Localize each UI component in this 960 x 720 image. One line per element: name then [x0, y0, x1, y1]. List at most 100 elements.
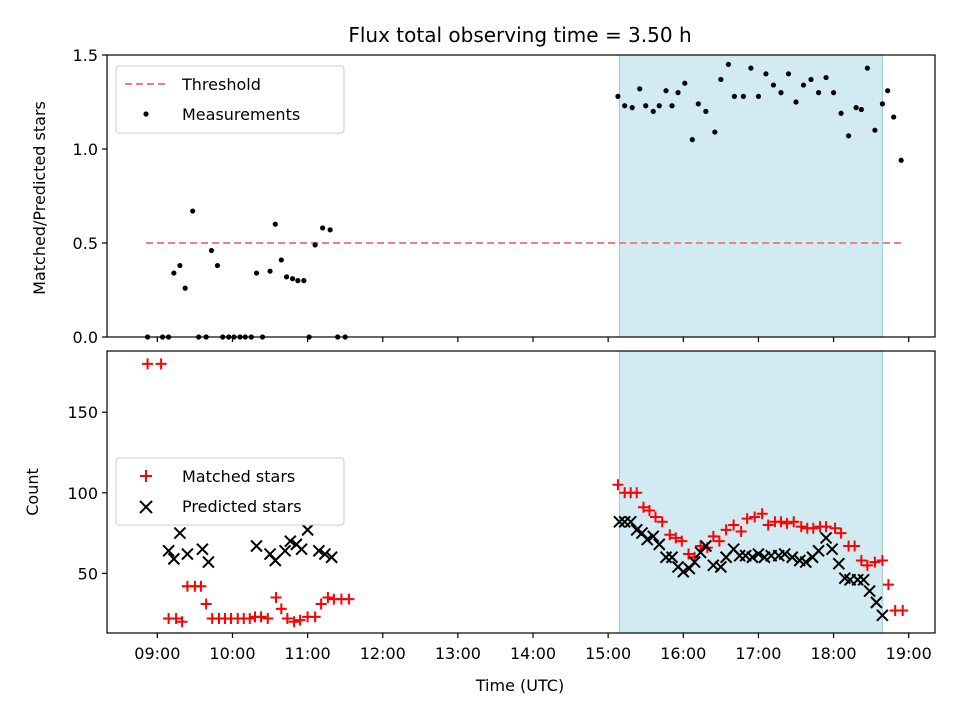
- predicted-star-point: [688, 555, 701, 569]
- matched-star-point: [741, 513, 753, 525]
- measurement-point: [838, 110, 844, 116]
- matched-star-point: [288, 616, 300, 628]
- predicted-star-point: [746, 551, 759, 564]
- bottom-axes-frame: [106, 350, 936, 634]
- predicted-star-point: [819, 531, 833, 545]
- measurement-point: [289, 276, 296, 282]
- matched-stars-points: [142, 358, 909, 628]
- y-tick-label: 1.0: [73, 140, 98, 159]
- matched-star-point: [676, 535, 688, 547]
- predicted-star-point: [162, 544, 175, 558]
- matched-star-point: [788, 516, 800, 528]
- top-legend-box: [115, 65, 345, 134]
- matched-star-point: [795, 521, 807, 533]
- top-axes-frame: [106, 54, 936, 338]
- x-axis-label: Time (UTC): [475, 676, 564, 695]
- predicted-star-point: [778, 547, 791, 561]
- predicted-star-point: [641, 533, 654, 546]
- x-tick-label: 17:00: [735, 644, 781, 663]
- predicted-star-point: [799, 555, 812, 569]
- x-tick-label: 14:00: [510, 644, 556, 663]
- x-tick-label: 13:00: [435, 644, 481, 663]
- measurement-point: [785, 71, 792, 77]
- matched-star-point: [735, 525, 747, 537]
- matched-star-point: [695, 540, 707, 552]
- measurements-legend-swatch: [143, 111, 149, 117]
- matched-star-point: [720, 524, 732, 536]
- matched-star-point: [807, 522, 819, 534]
- predicted-star-point: [832, 557, 846, 570]
- measurement-point: [682, 80, 688, 86]
- bottom-panel: 09:00 10:00 11:00 12:00 13:00 14:00 15:00 16:00…: [23, 350, 936, 695]
- measurement-point: [669, 103, 675, 109]
- matched-star-point: [281, 612, 293, 624]
- y-tick-label: 1.5: [73, 46, 98, 65]
- measurement-point: [879, 101, 886, 107]
- top-y-axis-label: Matched/Predicted stars: [30, 101, 49, 295]
- measurement-point: [823, 74, 829, 81]
- measurement-point: [815, 90, 822, 96]
- measurement-point: [748, 65, 754, 71]
- predicted-star-point: [647, 530, 660, 543]
- measurement-point: [703, 108, 709, 114]
- predicted-star-point: [876, 609, 889, 622]
- matched-star-point: [322, 592, 334, 604]
- measurement-point: [295, 278, 301, 284]
- predicted-star-point: [665, 551, 679, 564]
- measurement-point: [740, 93, 747, 99]
- predicted-stars-points: [162, 515, 889, 622]
- matched-star-point: [262, 612, 274, 624]
- predicted-star-point: [295, 542, 308, 556]
- predicted-star-point: [653, 538, 666, 551]
- measurement-point: [808, 76, 814, 83]
- measurement-point: [615, 93, 621, 99]
- measurement-point: [725, 61, 731, 67]
- y-tick-label: 50: [78, 564, 98, 583]
- measurement-point: [755, 93, 762, 99]
- predicted-star-point: [707, 559, 720, 572]
- predicted-star-point: [825, 542, 839, 556]
- matched-star-point: [882, 579, 894, 591]
- matched-star-point: [275, 603, 287, 615]
- predicted-star-point: [312, 544, 326, 558]
- measurement-point: [718, 76, 724, 83]
- predicted-star-point: [250, 539, 263, 553]
- matched-star-point: [612, 479, 624, 491]
- measurement-point: [845, 133, 852, 139]
- predicted-star-point: [677, 565, 690, 578]
- measurement-point: [327, 227, 333, 233]
- measurement-point: [283, 274, 290, 280]
- measurement-point: [731, 93, 737, 99]
- matched-star-point: [664, 529, 676, 541]
- matched-star-point: [309, 611, 321, 623]
- measurement-point: [190, 208, 196, 214]
- measurement-point: [695, 101, 701, 107]
- measurement-point: [301, 278, 307, 284]
- bottom-x-ticks: 09:00 10:00 11:00 12:00 13:00 14:00 15:00 16:00…: [134, 633, 932, 663]
- x-tick-label: 12:00: [360, 644, 406, 663]
- predicted-star-point: [812, 544, 825, 558]
- bottom-y-ticks: 50 100 150: [67, 403, 107, 583]
- predicted-star-point: [699, 539, 713, 553]
- measurement-point: [663, 88, 669, 94]
- measurement-point: [853, 105, 859, 111]
- predicted-star-point: [301, 523, 314, 537]
- measurement-point: [253, 270, 260, 276]
- matched-star-point: [713, 535, 725, 547]
- predicted-star-point: [613, 515, 626, 529]
- matched-star-point: [876, 554, 888, 566]
- measurement-point: [763, 71, 769, 77]
- matched-star-point: [649, 511, 661, 523]
- predicted-star-point: [624, 515, 637, 529]
- measurement-point: [800, 82, 807, 88]
- observing-span: [618, 54, 883, 338]
- measurement-point: [622, 103, 628, 109]
- matched-star-point: [670, 532, 682, 544]
- measurement-point: [872, 127, 878, 133]
- predicted-star-point: [714, 560, 728, 574]
- predicted-star-point: [278, 544, 292, 558]
- predicted-star-point: [752, 547, 765, 561]
- measurement-point: [208, 247, 215, 254]
- matched-star-point: [255, 611, 267, 623]
